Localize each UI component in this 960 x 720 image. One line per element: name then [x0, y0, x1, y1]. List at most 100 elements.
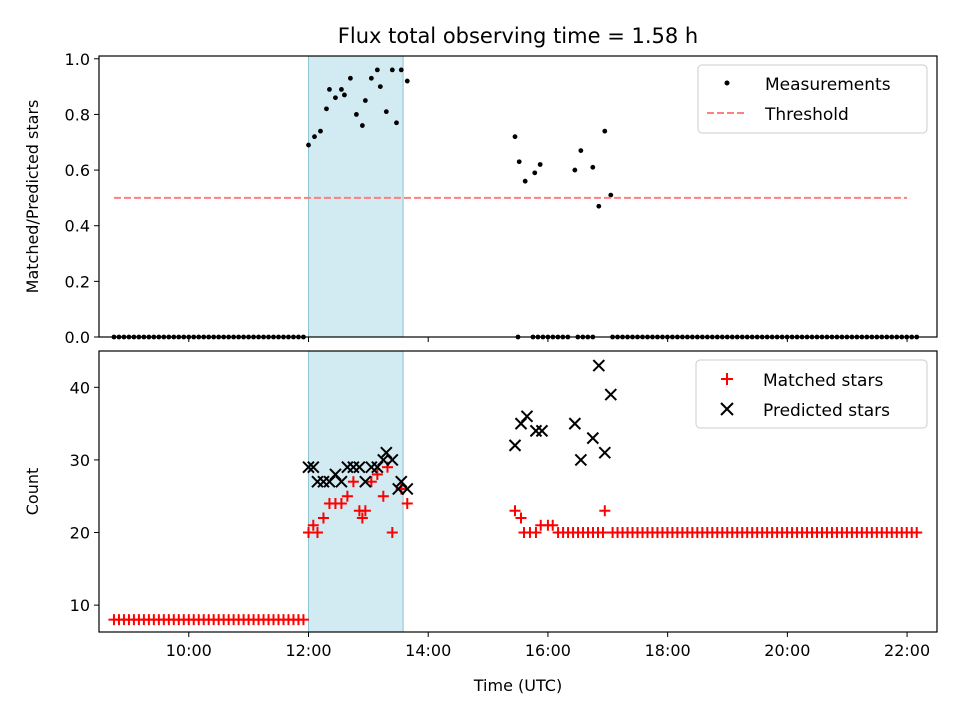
x-axis-label: Time (UTC): [473, 676, 562, 695]
ratio-y-ticks: 0.0 0.2 0.4 0.6 0.8 1.0: [65, 50, 99, 347]
legend-label-predicted: Predicted stars: [763, 401, 890, 421]
predicted-star-point: [302, 460, 315, 474]
counts-x-ticks: 10:00 12:00 14:00 16:00 18:00 20:00 22:00: [166, 632, 930, 660]
measurement-point: [596, 203, 602, 209]
predicted-star-point: [598, 446, 611, 459]
legend-dot-marker: [724, 80, 730, 86]
measurement-point: [318, 128, 323, 134]
y-tick-label: 0.4: [65, 217, 90, 236]
predicted-star-point: [359, 475, 372, 488]
measurement-point: [353, 112, 359, 117]
x-diag-2: [598, 446, 611, 459]
x-tick-label: 10:00: [166, 641, 212, 660]
highlight-span: [308, 55, 404, 338]
predicted-star-point: [401, 482, 414, 496]
x-diag-2: [508, 439, 522, 452]
y-tick-label: 0.8: [65, 105, 90, 124]
measurement-point: [359, 123, 365, 128]
measurement-point: [572, 167, 578, 173]
chart-title: Flux total observing time = 1.58 h: [338, 24, 698, 48]
legend-plus-marker: [721, 373, 733, 385]
predicted-star-point: [386, 453, 399, 467]
measurement-point: [377, 84, 383, 90]
x-tick-label: 22:00: [884, 641, 930, 660]
legend-label-threshold: Threshold: [764, 105, 849, 125]
measurement-point: [348, 75, 353, 81]
y-tick-label: 20: [70, 524, 90, 543]
x-diag-2: [380, 446, 393, 459]
measurement-point: [368, 75, 374, 81]
x-diag-2: [335, 475, 348, 488]
x-tick-label: 20:00: [764, 641, 810, 660]
measurement-point: [327, 86, 332, 92]
predicted-star-point: [586, 431, 600, 445]
matched-star-point: [365, 476, 377, 488]
x-tick-label: 16:00: [525, 641, 571, 660]
predicted-star-point: [592, 359, 606, 372]
measurement-point: [394, 120, 399, 126]
x-tick-label: 12:00: [285, 641, 331, 660]
matched-star-point: [599, 505, 611, 517]
x-diag-2: [574, 453, 588, 467]
matched-star-point: [356, 512, 368, 524]
measurement-point: [537, 162, 543, 167]
measurement-point: [383, 109, 389, 115]
matched-star-point: [530, 527, 542, 539]
y-tick-label: 10: [70, 596, 90, 615]
measurement-point: [516, 159, 522, 165]
x-diag-2: [568, 417, 582, 430]
x-diag-2: [353, 460, 366, 474]
predicted-star-point: [535, 424, 549, 438]
counts-panel: 10 20 30 40 10:00 12:00 14:00 16:00 18:00 20:00 2…: [23, 350, 938, 695]
measurement-point: [312, 134, 317, 140]
ratio-y-axis-label: Matched/Predicted stars: [23, 100, 42, 294]
matched-star-point: [597, 527, 609, 539]
x-diag-2: [520, 410, 534, 423]
matched-star-point: [386, 527, 398, 539]
x-diag-2: [395, 475, 408, 488]
predicted-star-point: [353, 460, 366, 474]
matched-star-point: [515, 512, 527, 524]
x-tick-label: 14:00: [405, 641, 451, 660]
matched-star-point: [371, 468, 383, 480]
matched-star-point: [401, 497, 413, 509]
measurement-point: [324, 106, 329, 112]
matched-star-point: [307, 519, 319, 531]
legend-box: [697, 64, 928, 134]
matched-star-point: [359, 505, 371, 517]
counts-axes-frame: [98, 350, 938, 633]
measurement-point: [608, 192, 614, 198]
legend-box: [695, 359, 928, 429]
measurement-point: [333, 95, 338, 101]
x-diag-2: [307, 460, 320, 474]
measurement-point: [532, 170, 538, 176]
x-diag-2: [401, 482, 414, 496]
x-diag-2: [592, 359, 606, 372]
counts-y-ticks: 10 20 30 40: [70, 378, 99, 615]
ratio-axes-frame: [98, 55, 938, 338]
measurement-point: [590, 164, 596, 170]
predicted-star-point: [520, 410, 534, 423]
counts-legend: Matched stars Predicted stars: [695, 359, 928, 429]
measurement-point: [374, 67, 380, 73]
predicted-star-point: [574, 453, 588, 467]
y-tick-label: 0.2: [65, 272, 90, 291]
y-tick-label: 1.0: [65, 50, 90, 69]
x-diag-2: [329, 468, 342, 481]
measurement-point: [342, 92, 347, 98]
y-tick-label: 0.6: [65, 161, 90, 180]
x-diag-2: [535, 424, 549, 438]
x-diag-2: [377, 453, 390, 467]
matched-star-point: [377, 490, 389, 502]
x-diag-2: [302, 460, 315, 474]
legend-label-matched: Matched stars: [763, 371, 883, 391]
y-tick-label: 30: [70, 451, 90, 470]
x-diag-2: [386, 453, 399, 467]
x-diag-2: [392, 482, 405, 496]
x-diag-2: [586, 431, 600, 445]
predicted-star-point: [568, 417, 582, 430]
matched-star-point: [297, 614, 309, 626]
measurement-point: [362, 98, 368, 103]
x-tick-label: 18:00: [645, 641, 691, 660]
